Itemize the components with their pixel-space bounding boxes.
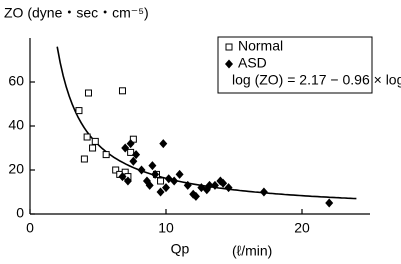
- point: [145, 180, 154, 190]
- point: [75, 107, 83, 115]
- point: [80, 155, 88, 163]
- point: [159, 139, 168, 149]
- y-tick-label: 0: [16, 205, 24, 221]
- point: [191, 191, 200, 201]
- point: [84, 89, 92, 97]
- point: [325, 198, 334, 208]
- point: [123, 176, 132, 186]
- point: [157, 177, 165, 185]
- legend-marker: [225, 59, 233, 69]
- point: [121, 143, 130, 153]
- point: [118, 87, 126, 95]
- y-tick-label: 20: [8, 161, 24, 177]
- point: [83, 133, 91, 141]
- x-tick-label: 10: [158, 220, 174, 236]
- x-axis-unit: (ℓ/min): [232, 243, 272, 259]
- point: [126, 139, 135, 149]
- point: [127, 148, 135, 156]
- x-axis-label: Qp: [171, 241, 190, 257]
- point: [170, 176, 179, 186]
- point: [118, 172, 127, 182]
- point: [102, 151, 110, 159]
- point: [148, 161, 157, 171]
- point: [224, 183, 233, 193]
- x-tick-label: 20: [294, 220, 310, 236]
- y-tick-label: 60: [8, 73, 24, 89]
- point: [156, 187, 165, 197]
- point: [112, 166, 120, 174]
- point: [162, 183, 170, 193]
- point: [89, 144, 97, 152]
- legend-label: Normal: [238, 38, 283, 54]
- point: [175, 169, 184, 179]
- point: [91, 137, 99, 145]
- point: [205, 180, 214, 190]
- legend-marker: [225, 43, 233, 51]
- point: [151, 169, 160, 179]
- legend-box: [217, 36, 373, 94]
- legend-label: ASD: [238, 55, 267, 71]
- point: [259, 187, 268, 197]
- point: [132, 150, 141, 160]
- point: [137, 165, 146, 175]
- fit-equation: log (ZO) = 2.17 − 0.96 × log (CO): [232, 72, 401, 88]
- y-tick-label: 40: [8, 117, 24, 133]
- point: [210, 180, 219, 190]
- chart-title: ZO (dyne・sec・cm⁻⁵): [4, 5, 149, 21]
- point: [219, 178, 228, 188]
- point: [183, 180, 192, 190]
- x-tick-label: 0: [26, 220, 34, 236]
- point: [129, 156, 138, 166]
